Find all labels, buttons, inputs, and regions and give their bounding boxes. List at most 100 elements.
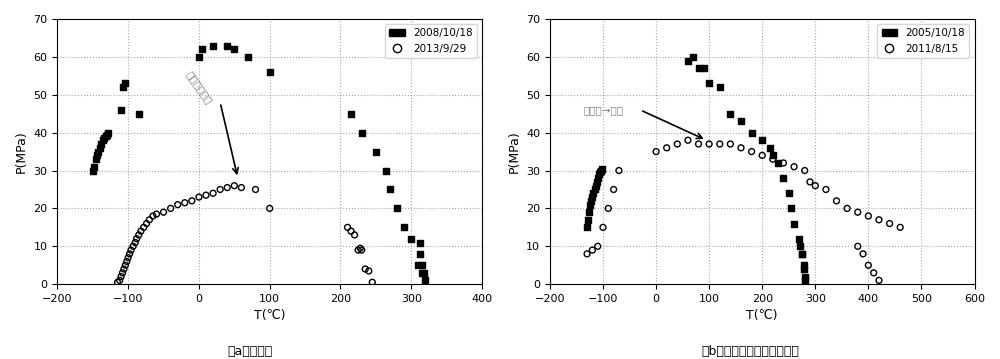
Point	[593, 168, 609, 173]
Point	[198, 192, 214, 198]
Point	[807, 183, 823, 188]
Point	[600, 206, 616, 211]
Point	[412, 251, 428, 257]
Point	[414, 270, 430, 276]
Point	[382, 187, 398, 192]
Point	[648, 149, 664, 154]
Point	[410, 262, 426, 268]
Point	[120, 255, 136, 261]
Point	[139, 221, 155, 227]
Point	[591, 172, 607, 177]
Point	[136, 224, 152, 230]
Point	[797, 168, 813, 173]
Point	[775, 175, 791, 181]
Point	[786, 221, 802, 227]
Point	[588, 183, 604, 188]
Point	[582, 202, 598, 208]
Point	[587, 187, 603, 192]
Legend: 2005/10/18, 2011/8/15: 2005/10/18, 2011/8/15	[877, 24, 969, 58]
Point	[98, 134, 114, 139]
Point	[839, 206, 855, 211]
Point	[583, 198, 599, 204]
Point	[850, 243, 866, 249]
Point	[691, 65, 707, 71]
Point	[364, 279, 380, 285]
Point	[88, 156, 104, 162]
Point	[403, 236, 419, 242]
Point	[226, 46, 242, 52]
Point	[733, 118, 749, 124]
Point	[744, 149, 760, 154]
Text: （a）反凝析: （a）反凝析	[227, 345, 273, 358]
Point	[701, 141, 717, 147]
Point	[696, 65, 712, 71]
Point	[194, 46, 210, 52]
Point	[722, 141, 738, 147]
Point	[233, 185, 249, 191]
Point	[680, 137, 696, 143]
Point	[416, 270, 432, 276]
Point	[786, 164, 802, 169]
Point	[205, 190, 221, 196]
Point	[117, 80, 133, 86]
Point	[722, 111, 738, 117]
Point	[226, 183, 242, 188]
Point	[765, 153, 781, 158]
Point	[354, 130, 370, 135]
Point	[95, 137, 111, 143]
Point	[860, 262, 876, 268]
Text: 凝析气→油藏: 凝析气→油藏	[583, 105, 623, 115]
Point	[129, 236, 145, 242]
Point	[584, 194, 600, 200]
Point	[378, 168, 394, 173]
Point	[762, 145, 778, 151]
Point	[148, 211, 164, 217]
Y-axis label: P(MPa): P(MPa)	[508, 130, 521, 173]
Point	[343, 111, 359, 117]
Point	[592, 169, 608, 175]
Point	[163, 206, 179, 211]
Point	[606, 187, 622, 192]
Point	[829, 198, 845, 204]
Point	[212, 187, 228, 192]
Point	[141, 217, 157, 223]
Point	[127, 240, 143, 246]
Point	[882, 221, 898, 227]
Point	[125, 243, 141, 249]
Point	[113, 274, 129, 279]
Point	[818, 187, 834, 192]
Point	[340, 224, 356, 230]
Point	[191, 54, 207, 60]
Point	[781, 190, 797, 196]
Point	[350, 247, 366, 253]
Point	[248, 187, 264, 192]
Point	[791, 236, 807, 242]
Point	[170, 202, 186, 208]
Point	[802, 179, 818, 185]
Point	[115, 270, 131, 276]
Point	[93, 141, 109, 147]
Point	[792, 243, 808, 249]
Point	[712, 84, 728, 90]
Point	[691, 141, 707, 147]
Point	[86, 164, 102, 169]
Point	[797, 278, 813, 283]
Point	[262, 206, 278, 211]
Point	[219, 185, 235, 191]
Point	[347, 232, 363, 238]
Point	[133, 228, 149, 234]
Point	[191, 194, 207, 200]
Point	[765, 156, 781, 162]
Point	[412, 240, 428, 246]
Point	[100, 130, 116, 135]
Point	[156, 209, 172, 215]
X-axis label: T(℃): T(℃)	[746, 309, 778, 322]
Point	[389, 206, 405, 211]
Point	[99, 132, 115, 137]
Point	[92, 145, 108, 151]
Point	[417, 278, 433, 283]
Point	[579, 251, 595, 257]
Point	[860, 213, 876, 219]
Point	[775, 160, 791, 166]
Text: （b）凝析油流动或油环流动: （b）凝析油流动或油环流动	[701, 345, 799, 358]
